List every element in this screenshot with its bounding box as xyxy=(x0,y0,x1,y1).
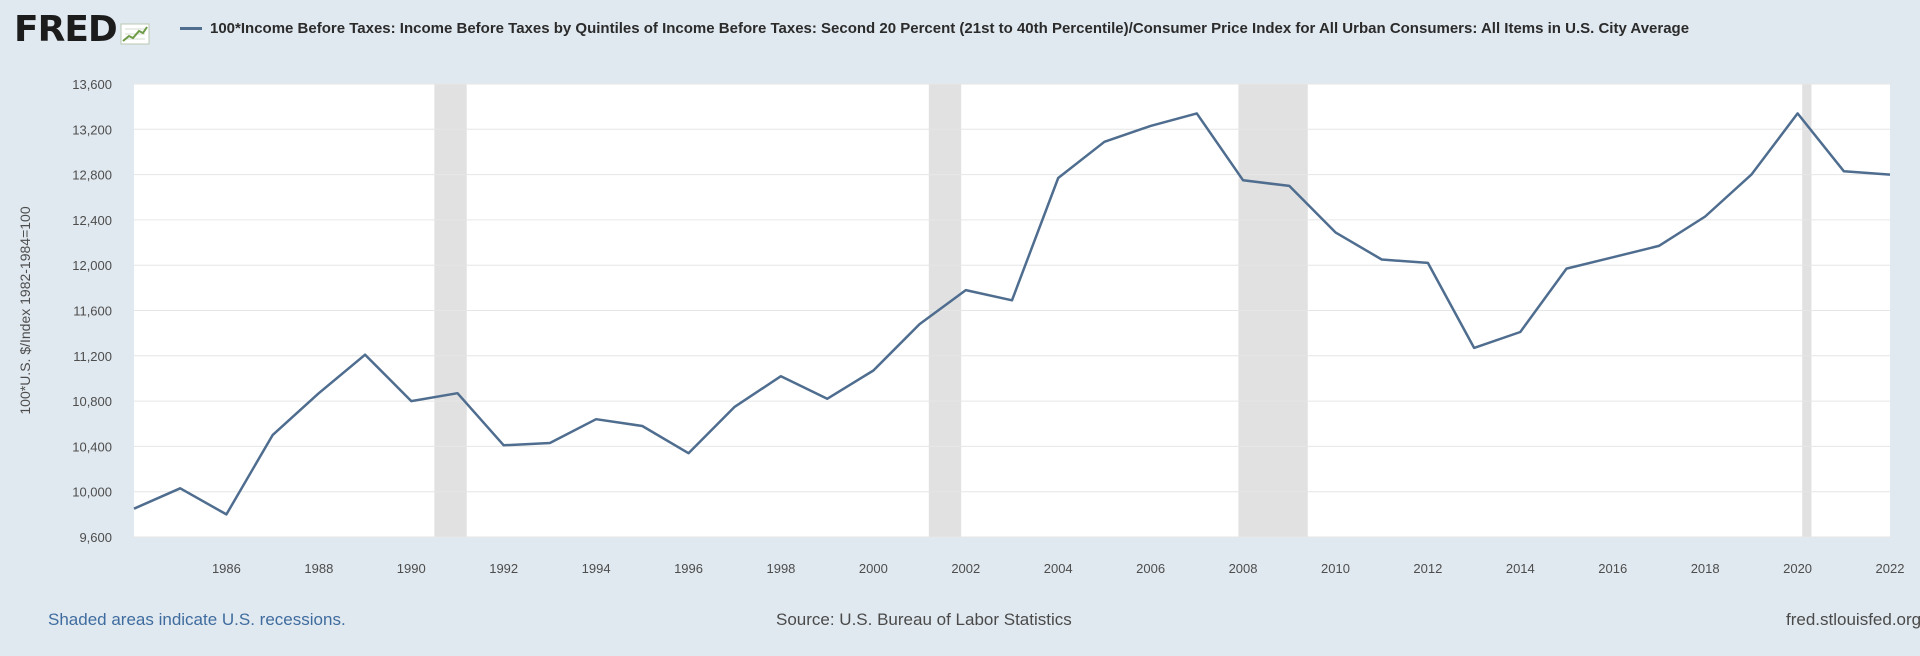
y-tick-label: 10,800 xyxy=(72,394,112,409)
x-tick-label: 1986 xyxy=(212,561,241,576)
fred-logo[interactable]: FRED xyxy=(14,10,150,50)
legend-series-label: 100*Income Before Taxes: Income Before T… xyxy=(210,20,1690,37)
y-axis-label: 100*U.S. $/Index 1982-1984=100 xyxy=(17,206,33,414)
y-tick-label: 12,000 xyxy=(72,258,112,273)
x-tick-label: 2012 xyxy=(1413,561,1442,576)
series-line xyxy=(133,112,1891,516)
x-tick-label: 2020 xyxy=(1783,561,1812,576)
x-tick-label: 2004 xyxy=(1044,561,1073,576)
source-note: Source: U.S. Bureau of Labor Statistics xyxy=(776,610,1072,629)
y-tick-label: 12,800 xyxy=(72,168,112,183)
legend-line-swatch xyxy=(180,27,202,30)
x-tick-label: 2016 xyxy=(1598,561,1627,576)
x-tick-label: 2010 xyxy=(1321,561,1350,576)
y-axis-ticks: 9,600 10,000 10,400 10,800 11,200 11,600 12,00… xyxy=(72,77,112,545)
y-tick-label: 12,400 xyxy=(72,213,112,228)
gridlines xyxy=(134,83,1890,538)
x-tick-label: 2000 xyxy=(859,561,888,576)
logo-text: FRED xyxy=(14,9,118,50)
y-tick-label: 9,600 xyxy=(79,530,112,545)
y-tick-label: 13,200 xyxy=(72,122,112,137)
y-tick-label: 10,400 xyxy=(72,439,112,454)
line-chart: 9,600 10,000 10,400 10,800 11,200 11,600 12,00… xyxy=(17,77,1905,576)
x-tick-label: 2002 xyxy=(951,561,980,576)
x-tick-label: 1998 xyxy=(766,561,795,576)
chart-legend: 100*Income Before Taxes: Income Before T… xyxy=(180,18,1880,40)
x-tick-label: 1996 xyxy=(674,561,703,576)
x-tick-label: 1988 xyxy=(304,561,333,576)
y-tick-label: 11,600 xyxy=(73,304,112,319)
x-tick-label: 1994 xyxy=(582,561,611,576)
x-tick-label: 2006 xyxy=(1136,561,1165,576)
y-tick-label: 11,200 xyxy=(73,349,112,364)
x-axis-ticks: 1986 1988 1990 1992 1994 1996 1998 2000 2002 2004… xyxy=(212,561,1905,576)
x-tick-label: 2022 xyxy=(1876,561,1905,576)
x-tick-label: 2014 xyxy=(1506,561,1535,576)
chart-logo-icon xyxy=(120,23,150,45)
y-tick-label: 10,000 xyxy=(72,485,112,500)
x-tick-label: 2008 xyxy=(1229,561,1258,576)
x-tick-label: 1992 xyxy=(489,561,518,576)
x-tick-label: 2018 xyxy=(1691,561,1720,576)
fred-url-link[interactable]: fred.stlouisfed.org xyxy=(1786,610,1920,629)
y-tick-label: 13,600 xyxy=(72,77,112,92)
x-tick-label: 1990 xyxy=(397,561,426,576)
recession-note: Shaded areas indicate U.S. recessions. xyxy=(48,610,346,629)
